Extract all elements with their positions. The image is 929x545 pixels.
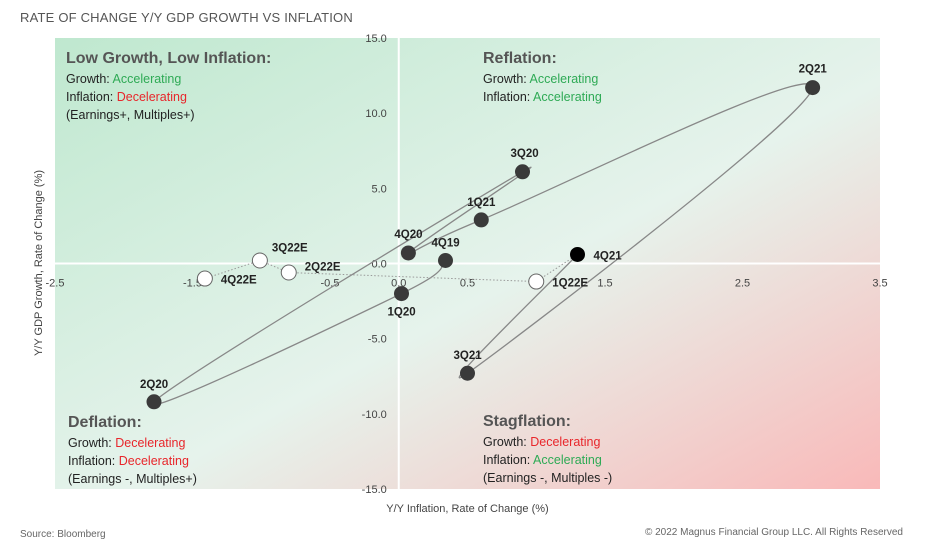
y-axis-label: Y/Y GDP Growth, Rate of Change (%) bbox=[33, 170, 45, 356]
data-point-4Q20 bbox=[400, 245, 416, 261]
x-tick-label: -2.5 bbox=[46, 278, 65, 290]
point-label: 1Q22E bbox=[552, 278, 588, 290]
point-label: 3Q21 bbox=[454, 350, 483, 362]
data-point-3Q21 bbox=[460, 365, 475, 381]
x-tick-label: 2.5 bbox=[735, 278, 750, 290]
data-point-1Q22E bbox=[528, 273, 545, 290]
point-label: 2Q22E bbox=[305, 262, 341, 274]
data-point-2Q21 bbox=[805, 80, 821, 96]
label: Growth: bbox=[66, 72, 113, 86]
x-tick-label: -0.5 bbox=[321, 278, 340, 290]
quadrant-reflation: Reflation: Growth: Accelerating Inflatio… bbox=[483, 48, 602, 106]
x-tick-label: 0.5 bbox=[460, 278, 475, 290]
data-point-1Q21 bbox=[473, 212, 489, 228]
x-axis-label: Y/Y Inflation, Rate of Change (%) bbox=[386, 503, 548, 515]
point-label: 1Q21 bbox=[467, 197, 496, 209]
data-point-4Q22E bbox=[196, 270, 213, 287]
data-point-4Q21 bbox=[570, 246, 585, 262]
point-label: 2Q20 bbox=[140, 379, 168, 391]
label: Inflation: bbox=[483, 90, 534, 104]
point-label: 3Q22E bbox=[272, 242, 308, 254]
quadrant-title: Deflation: bbox=[68, 414, 142, 431]
growth-status: Decelerating bbox=[530, 435, 601, 449]
label: Inflation: bbox=[68, 454, 119, 468]
data-point-3Q20 bbox=[515, 164, 530, 180]
quadrant-stagflation: Stagflation: Growth: Decelerating Inflat… bbox=[483, 411, 612, 487]
growth-status: Accelerating bbox=[112, 72, 182, 86]
y-tick-label: 5.0 bbox=[371, 183, 386, 195]
x-tick-label: 3.5 bbox=[872, 278, 887, 290]
quadrant-note: (Earnings+, Multiples+) bbox=[66, 108, 195, 122]
point-label: 4Q22E bbox=[221, 275, 257, 287]
quadrant-title: Reflation: bbox=[483, 50, 557, 67]
y-tick-label: -10.0 bbox=[362, 409, 387, 421]
label: Inflation: bbox=[66, 90, 117, 104]
inflation-status: Accelerating bbox=[533, 90, 602, 104]
y-tick-label: -15.0 bbox=[362, 484, 387, 496]
point-label: 3Q20 bbox=[511, 148, 539, 160]
quadrant-deflation: Deflation: Growth: Decelerating Inflatio… bbox=[68, 412, 197, 488]
quadrant-title: Low Growth, Low Inflation: bbox=[66, 50, 272, 67]
source-note: Source: Bloomberg bbox=[20, 529, 106, 540]
data-point-3Q22E bbox=[251, 252, 268, 269]
quadrant-note: (Earnings -, Multiples -) bbox=[483, 471, 613, 485]
x-tick-label: 1.5 bbox=[597, 278, 612, 290]
growth-status: Decelerating bbox=[115, 436, 186, 450]
y-tick-label: -5.0 bbox=[368, 334, 387, 346]
point-label: 2Q21 bbox=[799, 64, 828, 76]
point-label: 4Q21 bbox=[594, 250, 623, 262]
inflation-status: Accelerating bbox=[533, 453, 602, 467]
data-point-1Q20 bbox=[394, 286, 409, 302]
data-point-2Q22E bbox=[280, 264, 297, 281]
label: Inflation: bbox=[483, 453, 534, 467]
inflation-status: Decelerating bbox=[116, 90, 187, 104]
quadrant-low-growth-low-inflation: Low Growth, Low Inflation: Growth: Accel… bbox=[66, 48, 271, 124]
point-label: 1Q20 bbox=[388, 307, 416, 319]
label: Growth: bbox=[68, 436, 116, 450]
point-label: 4Q20 bbox=[394, 229, 422, 241]
inflation-status: Decelerating bbox=[118, 454, 189, 468]
forecast-path bbox=[204, 254, 578, 283]
y-tick-label: 15.0 bbox=[365, 33, 386, 45]
y-tick-label: 10.0 bbox=[365, 108, 386, 120]
label: Growth: bbox=[483, 435, 531, 449]
chart-title: RATE OF CHANGE Y/Y GDP GROWTH VS INFLATI… bbox=[20, 10, 353, 25]
point-label: 4Q19 bbox=[432, 237, 460, 249]
growth-status: Accelerating bbox=[529, 72, 599, 86]
quadrant-note: (Earnings -, Multiples+) bbox=[68, 472, 197, 486]
quadrant-title: Stagflation: bbox=[483, 413, 571, 430]
data-point-2Q20 bbox=[146, 394, 162, 410]
label: Growth: bbox=[483, 72, 530, 86]
y-tick-label: 0.0 bbox=[371, 259, 386, 271]
data-point-4Q19 bbox=[438, 252, 453, 268]
copyright: © 2022 Magnus Financial Group LLC. All R… bbox=[644, 527, 903, 538]
